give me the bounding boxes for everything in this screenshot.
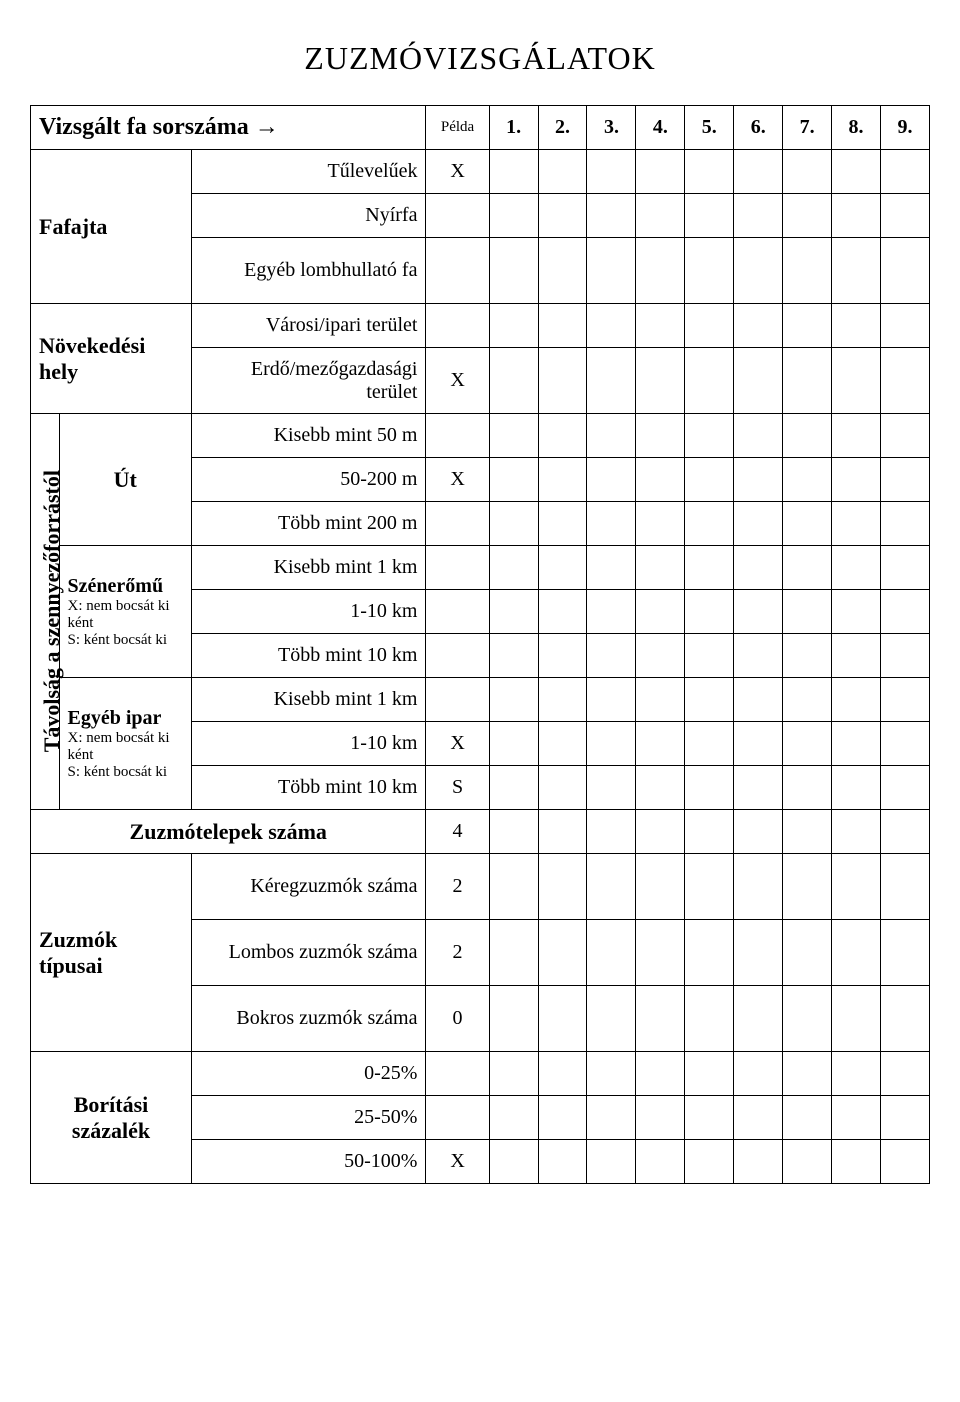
novekedesi-row-0: Növekedési hely Városi/ipari terület — [31, 304, 930, 348]
szeneromu-pelda-0 — [426, 546, 489, 590]
fafajta-pelda-2 — [426, 238, 489, 304]
egyebipar-sub1: X: nem bocsát ki ként — [68, 730, 184, 764]
novekedesi-name-1: Erdő/mezőgazdasági terület — [192, 348, 426, 414]
zuzmotelepek-label: Zuzmótelepek száma — [31, 810, 426, 854]
zuzmok-pelda-0: 2 — [426, 854, 489, 920]
szeneromu-sub2: S: ként bocsát ki — [68, 632, 184, 649]
boritasi-name-1: 25-50% — [192, 1096, 426, 1140]
szeneromu-name-2: Több mint 10 km — [192, 634, 426, 678]
novekedesi-pelda-0 — [426, 304, 489, 348]
ut-row-0: Távolság a szennyezőforrástól Út Kisebb … — [31, 414, 930, 458]
fafajta-row-0: Fafajta Tűlevelűek X — [31, 150, 930, 194]
szeneromu-sub1: X: nem bocsát ki ként — [68, 598, 184, 632]
novekedesi-label: Növekedési hely — [31, 304, 192, 414]
fafajta-label: Fafajta — [31, 150, 192, 304]
egyebipar-sub2: S: ként bocsát ki — [68, 764, 184, 781]
survey-table: Vizsgált fa sorszáma → Példa 1. 2. 3. 4.… — [30, 105, 930, 1184]
zuzmotelepek-pelda: 4 — [426, 810, 489, 854]
col-8: 8. — [832, 106, 881, 150]
zuzmok-name-1: Lombos zuzmók száma — [192, 920, 426, 986]
zuzmok-label: Zuzmók típusai — [31, 854, 192, 1052]
ut-pelda-0 — [426, 414, 489, 458]
col-5: 5. — [685, 106, 734, 150]
header-pelda: Példa — [426, 106, 489, 150]
header-label: Vizsgált fa sorszáma → — [31, 106, 426, 150]
egyebipar-label: Egyéb ipar — [68, 707, 184, 730]
ut-label: Út — [59, 414, 192, 546]
egyebipar-pelda-2: S — [426, 766, 489, 810]
ut-name-0: Kisebb mint 50 m — [192, 414, 426, 458]
egyebipar-pelda-0 — [426, 678, 489, 722]
egyebipar-pelda-1: X — [426, 722, 489, 766]
zuzmok-name-2: Bokros zuzmók száma — [192, 986, 426, 1052]
col-2: 2. — [538, 106, 587, 150]
page-title: ZUZMÓVIZSGÁLATOK — [30, 40, 930, 77]
szeneromu-name-0: Kisebb mint 1 km — [192, 546, 426, 590]
egyebipar-name-1: 1-10 km — [192, 722, 426, 766]
boritasi-pelda-1 — [426, 1096, 489, 1140]
ut-name-2: Több mint 200 m — [192, 502, 426, 546]
col-6: 6. — [734, 106, 783, 150]
ut-pelda-1: X — [426, 458, 489, 502]
novekedesi-name-0: Városi/ipari terület — [192, 304, 426, 348]
boritasi-label: Borítási százalék — [31, 1052, 192, 1184]
boritasi-name-2: 50-100% — [192, 1140, 426, 1184]
fafajta-name-1: Nyírfa — [192, 194, 426, 238]
col-1: 1. — [489, 106, 538, 150]
szeneromu-pelda-1 — [426, 590, 489, 634]
col-7: 7. — [783, 106, 832, 150]
table-header-row: Vizsgált fa sorszáma → Példa 1. 2. 3. 4.… — [31, 106, 930, 150]
col-4: 4. — [636, 106, 685, 150]
col-9: 9. — [881, 106, 930, 150]
szeneromu-name-1: 1-10 km — [192, 590, 426, 634]
ut-pelda-2 — [426, 502, 489, 546]
szeneromu-label: Szénerőmű — [68, 575, 184, 598]
egyebipar-name-0: Kisebb mint 1 km — [192, 678, 426, 722]
zuzmok-pelda-2: 0 — [426, 986, 489, 1052]
boritasi-row-0: Borítási százalék 0-25% — [31, 1052, 930, 1096]
fafajta-pelda-0: X — [426, 150, 489, 194]
boritasi-name-0: 0-25% — [192, 1052, 426, 1096]
zuzmok-row-0: Zuzmók típusai Kéregzuzmók száma 2 — [31, 854, 930, 920]
tavolsag-label: Távolság a szennyezőforrástól — [31, 414, 60, 810]
szeneromu-row-0: Szénerőmű X: nem bocsát ki ként S: ként … — [31, 546, 930, 590]
egyebipar-label-cell: Egyéb ipar X: nem bocsát ki ként S: ként… — [59, 678, 192, 810]
szeneromu-label-cell: Szénerőmű X: nem bocsát ki ként S: ként … — [59, 546, 192, 678]
fafajta-name-2: Egyéb lombhullató fa — [192, 238, 426, 304]
boritasi-pelda-0 — [426, 1052, 489, 1096]
fafajta-name-0: Tűlevelűek — [192, 150, 426, 194]
szeneromu-pelda-2 — [426, 634, 489, 678]
boritasi-pelda-2: X — [426, 1140, 489, 1184]
ut-name-1: 50-200 m — [192, 458, 426, 502]
fafajta-pelda-1 — [426, 194, 489, 238]
egyebipar-name-2: Több mint 10 km — [192, 766, 426, 810]
zuzmok-name-0: Kéregzuzmók száma — [192, 854, 426, 920]
col-3: 3. — [587, 106, 636, 150]
egyebipar-row-0: Egyéb ipar X: nem bocsát ki ként S: ként… — [31, 678, 930, 722]
zuzmok-pelda-1: 2 — [426, 920, 489, 986]
zuzmotelepek-row: Zuzmótelepek száma 4 — [31, 810, 930, 854]
novekedesi-pelda-1: X — [426, 348, 489, 414]
